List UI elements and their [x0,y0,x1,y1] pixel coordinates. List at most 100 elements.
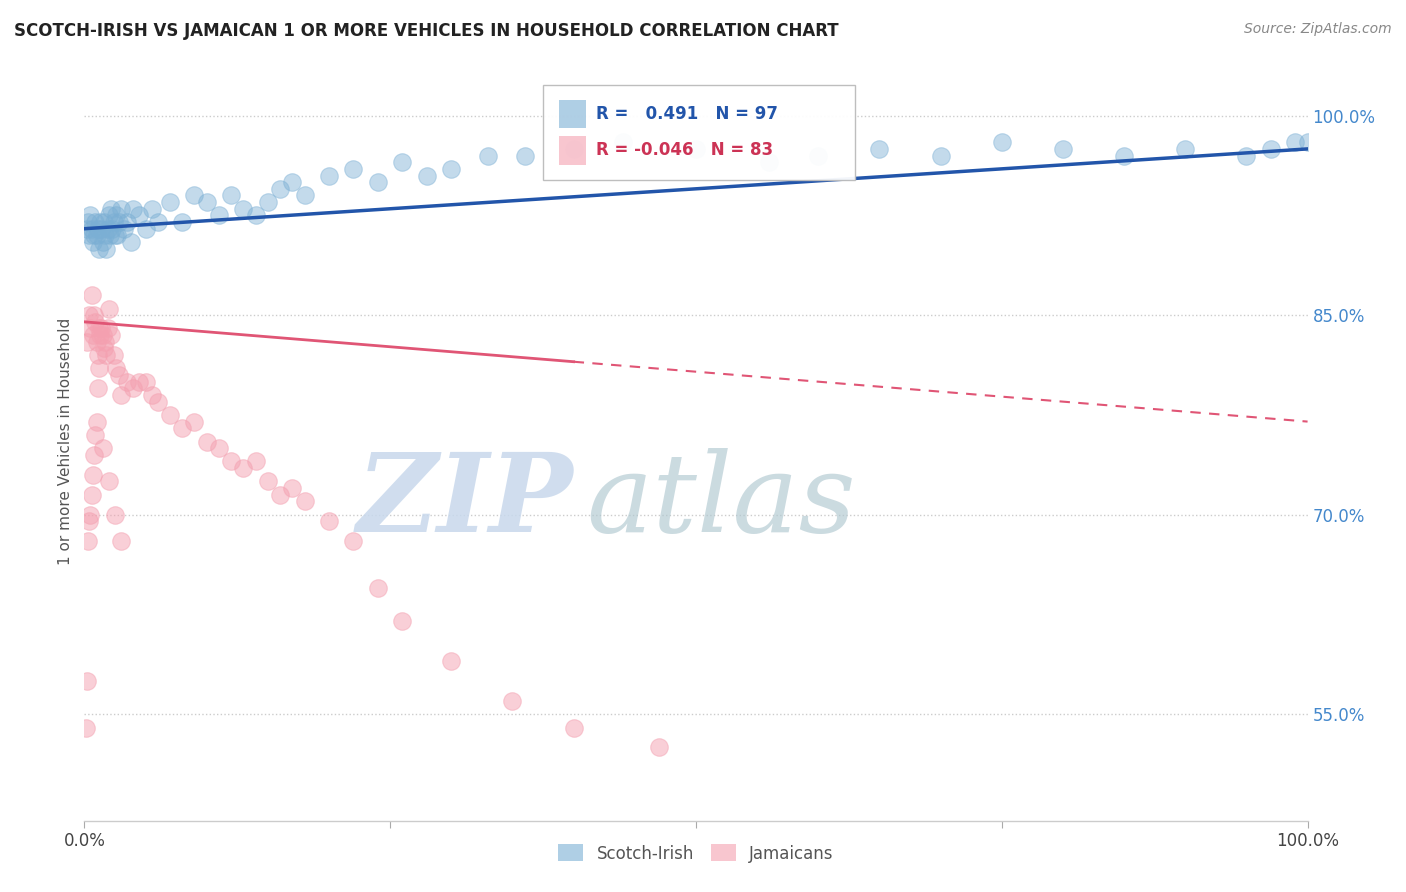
Point [83,228,105,243]
Point [1114,148,1136,162]
Point [100,202,122,216]
Point [141,388,163,402]
Point [103,348,125,362]
Point [77,308,100,322]
Point [103,215,125,229]
Point [172,215,194,229]
Point [159,195,181,210]
Point [128,208,150,222]
Point [219,188,242,202]
Point [87,321,110,335]
Point [502,694,524,708]
Point [97,221,120,235]
Text: R =   0.491   N = 97: R = 0.491 N = 97 [596,105,778,123]
Point [77,534,100,549]
Text: R = -0.046   N = 83: R = -0.046 N = 83 [596,142,773,160]
Point [79,321,101,335]
Point [245,208,267,222]
Point [807,148,830,162]
Point [107,215,129,229]
Point [89,215,111,229]
Point [281,175,304,189]
Point [477,148,499,162]
Point [101,221,124,235]
Point [87,221,110,235]
Point [77,514,100,528]
Point [97,301,120,316]
FancyBboxPatch shape [543,85,855,180]
Point [281,481,304,495]
Point [1174,142,1197,156]
Point [77,228,100,243]
Point [115,375,138,389]
Point [1284,135,1306,149]
Point [183,415,205,429]
Point [1260,142,1282,156]
Bar [560,100,586,128]
Point [94,228,117,243]
Point [82,467,104,482]
Point [76,221,98,235]
Point [929,148,952,162]
Point [318,514,340,528]
Point [195,195,218,210]
Point [367,175,389,189]
Point [79,508,101,522]
Point [87,348,110,362]
Point [104,228,127,243]
Point [115,215,138,229]
Point [87,381,110,395]
Y-axis label: 1 or more Vehicles in Household: 1 or more Vehicles in Household [58,318,73,566]
Point [122,202,145,216]
Point [82,328,104,343]
Point [105,361,128,376]
Point [104,508,127,522]
Point [96,242,118,256]
Point [107,368,129,382]
Point [93,342,115,356]
Point [91,235,114,249]
Point [294,494,316,508]
Point [105,228,128,243]
Point [83,448,105,462]
Point [93,215,115,229]
Point [208,441,231,455]
Point [219,454,242,468]
Point [269,182,291,196]
Point [80,488,103,502]
Point [1296,135,1319,149]
Point [367,581,389,595]
Point [120,235,142,249]
Point [98,228,121,243]
Point [869,142,891,156]
Point [440,654,463,668]
Point [1236,148,1258,162]
Point [245,454,267,468]
Point [612,135,634,149]
Point [128,375,150,389]
Point [94,334,117,349]
Point [110,202,132,216]
Text: Source: ZipAtlas.com: Source: ZipAtlas.com [1244,22,1392,37]
Point [110,534,132,549]
Point [80,221,103,235]
Point [80,288,103,302]
Point [257,195,280,210]
Point [86,334,108,349]
Point [77,215,100,229]
Point [90,221,112,235]
Point [96,348,118,362]
Text: ZIP: ZIP [357,449,574,556]
Point [269,488,291,502]
Point [172,421,194,435]
Point [97,208,120,222]
Point [75,721,97,735]
Point [146,394,169,409]
Point [195,434,218,449]
Point [86,228,108,243]
Point [513,148,536,162]
Text: SCOTCH-IRISH VS JAMAICAN 1 OR MORE VEHICLES IN HOUSEHOLD CORRELATION CHART: SCOTCH-IRISH VS JAMAICAN 1 OR MORE VEHIC… [14,22,839,40]
Bar [560,136,586,165]
Point [146,215,169,229]
Point [84,428,107,442]
